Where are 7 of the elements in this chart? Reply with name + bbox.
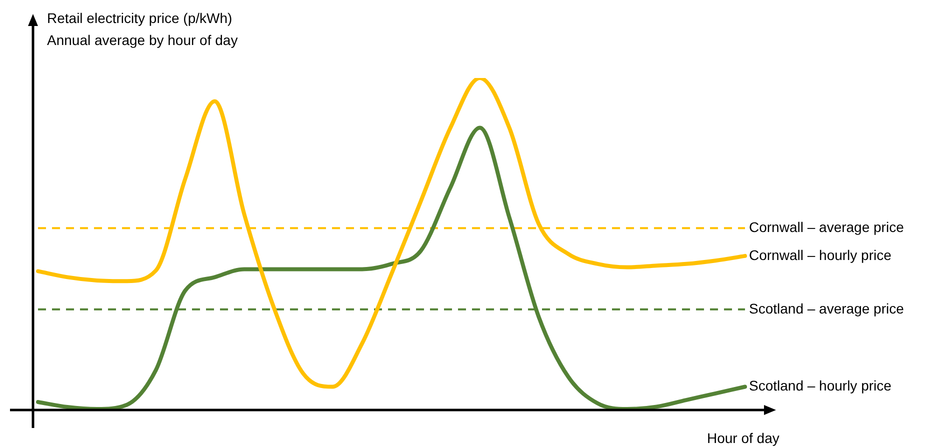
chart-title: Retail electricity price (p/kWh) bbox=[47, 10, 232, 26]
chart-subtitle: Annual average by hour of day bbox=[47, 32, 238, 48]
series-label: Cornwall – hourly price bbox=[749, 246, 892, 263]
series-label: Scotland – hourly price bbox=[749, 378, 892, 394]
ref-line-label: Cornwall – average price bbox=[749, 218, 904, 235]
x-axis-title: Hour of day bbox=[707, 430, 780, 446]
ref-line-label: Scotland – average price bbox=[749, 300, 904, 316]
